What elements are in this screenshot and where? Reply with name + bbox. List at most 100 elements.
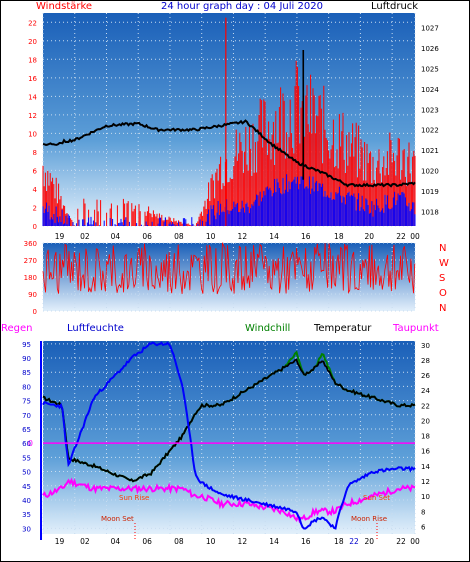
sun-set-label: Sun Set: [363, 494, 390, 502]
top-x-tick-label: 14: [269, 232, 279, 241]
bottom-x-tick-label: 18: [334, 537, 344, 546]
top-x-tick-label: 20: [365, 232, 375, 241]
dewpoint-line: [42, 477, 416, 524]
humidity-tick-label: 65: [22, 426, 31, 434]
temperature-tick-label: 8: [421, 508, 425, 516]
temperature-tick-label: 6: [421, 523, 426, 531]
top-x-tick-label: 16: [301, 232, 311, 241]
temperature-tick-label: 22: [421, 402, 430, 410]
moon-set-label: Moon Set: [101, 515, 134, 523]
wind-tick-label: 2: [33, 204, 37, 212]
temperature-tick-label: 14: [421, 463, 430, 471]
wind-tick-label: 20: [28, 38, 37, 46]
temperature-tick-label: 20: [421, 417, 430, 425]
direction-tick-label: 270: [24, 257, 37, 265]
wind-tick-label: 0: [33, 223, 37, 231]
humidity-tick-label: 35: [22, 511, 31, 519]
temperature-tick-label: 10: [421, 493, 430, 501]
compass-letter: O: [439, 288, 447, 299]
pressure-tick-label: 1022: [421, 127, 439, 135]
wind-tick-label: 8: [33, 149, 37, 157]
wind-tick-label: 12: [28, 112, 37, 120]
temperature-tick-label: 30: [421, 342, 430, 350]
humidity-tick-label: 55: [22, 454, 31, 462]
bottom-x-tick-label: 19: [55, 537, 65, 546]
rain-label: Regen: [1, 323, 33, 334]
pressure-tick-label: 1026: [421, 45, 439, 53]
bottom-x-tick-label: 12: [238, 537, 248, 546]
wind-tick-label: 18: [28, 56, 37, 64]
windchill-label: Windchill: [245, 323, 291, 334]
humidity-tick-label: 90: [22, 355, 31, 363]
humidity-tick-label: 40: [22, 497, 31, 505]
humidity-tick-label: 95: [22, 341, 31, 349]
compass-letter: N: [439, 303, 446, 314]
top-x-tick-label: 10: [206, 232, 216, 241]
top-x-tick-label: 19: [55, 232, 65, 241]
temperature-tick-label: 12: [421, 478, 430, 486]
direction-tick-label: 0: [33, 308, 37, 316]
humidity-line: [42, 341, 416, 530]
bottom-x-tick-label: 08: [174, 537, 184, 546]
compass-letter: S: [439, 273, 445, 284]
wind-tick-label: 22: [28, 19, 37, 27]
temperature-tick-label: 24: [421, 387, 430, 395]
bottom-x-tick-label: 10: [206, 537, 216, 546]
top-x-tick-label: 18: [334, 232, 344, 241]
compass-letter: W: [439, 258, 449, 269]
humidity-label: Luftfeuchte: [67, 323, 124, 334]
humidity-tick-label: 85: [22, 369, 31, 377]
pressure-tick-label: 1019: [421, 188, 439, 196]
direction-tick-label: 180: [24, 274, 37, 282]
pressure-tick-label: 1020: [421, 168, 439, 176]
bottom-x-tick-label: 22: [396, 537, 406, 546]
pressure-tick-label: 1027: [421, 24, 439, 32]
temperature-tick-label: 26: [421, 372, 430, 380]
temperature-label: Temperatur: [314, 323, 372, 334]
humidity-tick-label: 80: [22, 383, 31, 391]
top-x-tick-label: 00: [410, 232, 420, 241]
wind-tick-label: 16: [28, 75, 37, 83]
bottom-x-tick-label: 14: [269, 537, 279, 546]
humidity-tick-label: 75: [22, 398, 31, 406]
humidity-temp-plot-area: [43, 341, 415, 534]
bottom-x-tick-label: 04: [111, 537, 121, 546]
top-x-tick-label: 04: [111, 232, 121, 241]
pressure-axis-label: Luftdruck: [371, 1, 419, 12]
top-x-tick-label: 22: [396, 232, 406, 241]
pressure-tick-label: 1023: [421, 106, 439, 114]
bottom-x-extra-label: 22: [349, 537, 359, 546]
wind-tick-label: 6: [33, 167, 38, 175]
pressure-tick-label: 1018: [421, 209, 439, 217]
wind-axis-label: Windstärke: [36, 1, 93, 12]
bottom-x-tick-label: 20: [365, 537, 375, 546]
humidity-tick-label: 45: [22, 483, 31, 491]
bottom-x-tick-label: 16: [301, 537, 311, 546]
bottom-x-tick-label: 00: [410, 537, 420, 546]
top-x-tick-label: 02: [80, 232, 90, 241]
compass-letter: N: [439, 243, 446, 254]
humidity-tick-label: 70: [22, 412, 31, 420]
dewpoint-label: Taupunkt: [393, 323, 439, 334]
rain-zero-label: 0: [28, 439, 33, 448]
bottom-x-tick-label: 06: [142, 537, 152, 546]
temperature-tick-label: 18: [421, 433, 430, 441]
temperature-tick-label: 16: [421, 448, 430, 456]
pressure-tick-label: 1021: [421, 147, 439, 155]
humidity-tick-label: 50: [22, 469, 31, 477]
humidity-tick-label: 30: [22, 525, 31, 533]
direction-tick-label: 90: [28, 291, 37, 299]
bottom-x-tick-label: 02: [80, 537, 90, 546]
temperature-line: [42, 358, 416, 483]
moon-rise-label: Moon Rise: [351, 515, 387, 523]
top-x-tick-label: 12: [238, 232, 248, 241]
direction-tick-label: 360: [24, 240, 37, 248]
pressure-line: [42, 119, 416, 188]
sun-rise-label: Sun Rise: [119, 494, 149, 502]
wind-tick-label: 14: [28, 93, 37, 101]
temperature-tick-label: 28: [421, 357, 430, 365]
top-x-tick-label: 08: [174, 232, 184, 241]
wind-tick-label: 4: [33, 186, 38, 194]
wind-direction-trace: [42, 241, 416, 295]
